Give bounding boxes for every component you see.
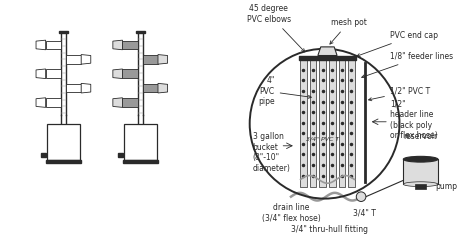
Text: mesh pot: mesh pot bbox=[330, 18, 366, 44]
Bar bbox=[118, 154, 123, 157]
Bar bbox=[143, 84, 158, 93]
Bar bbox=[123, 160, 157, 163]
Bar bbox=[66, 84, 81, 93]
Text: 45 degree
PVC elbows: 45 degree PVC elbows bbox=[247, 4, 305, 52]
Text: 3/4" PVC T: 3/4" PVC T bbox=[306, 137, 339, 142]
Ellipse shape bbox=[403, 156, 438, 162]
Bar bbox=[46, 69, 61, 78]
Bar bbox=[46, 160, 81, 163]
Bar bbox=[300, 58, 307, 187]
Text: PVC end cap: PVC end cap bbox=[357, 31, 438, 57]
Bar bbox=[122, 98, 138, 107]
Text: 4"
PVC
pipe: 4" PVC pipe bbox=[258, 76, 311, 106]
Bar bbox=[329, 58, 336, 187]
Bar bbox=[143, 55, 158, 64]
Text: pump: pump bbox=[435, 182, 457, 191]
Polygon shape bbox=[113, 69, 122, 79]
Bar bbox=[310, 58, 317, 187]
Polygon shape bbox=[36, 40, 46, 50]
Circle shape bbox=[356, 192, 366, 201]
Bar bbox=[122, 41, 138, 49]
Polygon shape bbox=[113, 40, 122, 50]
Text: 1/8" feeder lines: 1/8" feeder lines bbox=[362, 52, 453, 78]
Text: 3/4" T: 3/4" T bbox=[354, 209, 376, 217]
Bar bbox=[319, 58, 326, 187]
Polygon shape bbox=[113, 98, 122, 107]
Bar bbox=[136, 31, 145, 33]
Bar bbox=[66, 55, 81, 64]
Text: 1/2" PVC T: 1/2" PVC T bbox=[369, 87, 430, 101]
Polygon shape bbox=[158, 83, 168, 93]
Polygon shape bbox=[81, 83, 91, 93]
Bar bbox=[41, 154, 46, 157]
Polygon shape bbox=[36, 98, 46, 107]
Bar bbox=[59, 31, 68, 33]
Bar bbox=[299, 56, 356, 60]
Text: reservoir: reservoir bbox=[403, 132, 438, 141]
Text: 1/2"
header line
(black poly
or flex hose): 1/2" header line (black poly or flex hos… bbox=[390, 100, 438, 140]
Polygon shape bbox=[158, 55, 168, 64]
Bar bbox=[46, 98, 61, 107]
Text: 3 gallon
bucket
(8"-10"
diameter): 3 gallon bucket (8"-10" diameter) bbox=[253, 132, 291, 173]
Bar bbox=[338, 58, 345, 187]
Ellipse shape bbox=[403, 182, 438, 186]
Polygon shape bbox=[81, 55, 91, 64]
Text: drain line
(3/4" flex hose): drain line (3/4" flex hose) bbox=[262, 203, 320, 223]
Bar bbox=[124, 124, 156, 160]
Polygon shape bbox=[318, 47, 337, 56]
Bar bbox=[403, 159, 438, 184]
Bar bbox=[46, 41, 61, 49]
Text: 3/4" thru-hull fitting: 3/4" thru-hull fitting bbox=[291, 225, 368, 234]
Polygon shape bbox=[36, 69, 46, 79]
Bar bbox=[122, 69, 138, 78]
Bar bbox=[348, 58, 355, 187]
Bar bbox=[415, 184, 427, 189]
Bar bbox=[47, 124, 80, 160]
